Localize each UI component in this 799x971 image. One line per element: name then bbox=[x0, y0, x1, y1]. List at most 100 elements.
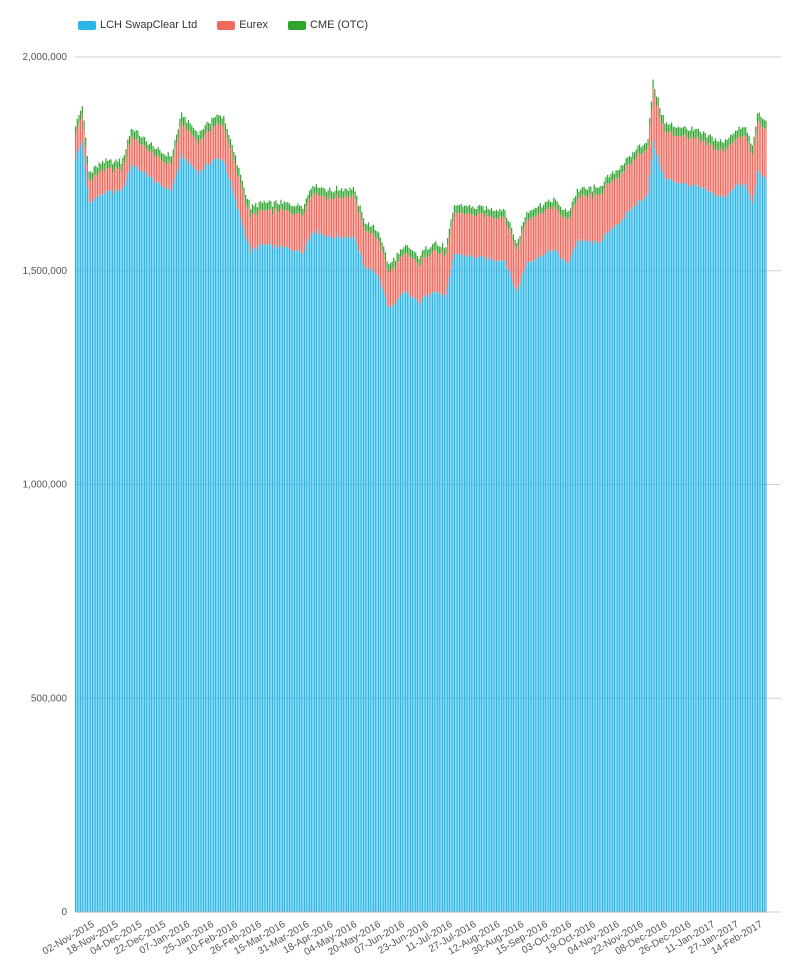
bar-lch[interactable] bbox=[201, 170, 203, 912]
bar-lch[interactable] bbox=[549, 251, 552, 913]
bar-cme[interactable] bbox=[625, 158, 627, 166]
bar-lch[interactable] bbox=[511, 278, 513, 912]
bar-lch[interactable] bbox=[482, 257, 484, 912]
bar-eurex[interactable] bbox=[475, 216, 477, 259]
bar-cme[interactable] bbox=[273, 201, 275, 210]
bar-cme[interactable] bbox=[426, 249, 429, 258]
bar-lch[interactable] bbox=[310, 234, 312, 912]
bar-cme[interactable] bbox=[741, 127, 743, 137]
bar-eurex[interactable] bbox=[570, 216, 572, 258]
bar-eurex[interactable] bbox=[724, 147, 727, 195]
bar-eurex[interactable] bbox=[605, 184, 607, 233]
bar-lch[interactable] bbox=[255, 246, 257, 913]
bar-lch[interactable] bbox=[430, 293, 432, 912]
bar-eurex[interactable] bbox=[420, 263, 422, 303]
bar-cme[interactable] bbox=[657, 97, 659, 106]
bar-eurex[interactable] bbox=[93, 175, 95, 199]
bar-lch[interactable] bbox=[453, 253, 456, 912]
bar-cme[interactable] bbox=[443, 248, 445, 257]
bar-lch[interactable] bbox=[253, 248, 255, 913]
bar-cme[interactable] bbox=[379, 237, 381, 245]
bar-lch[interactable] bbox=[760, 174, 762, 912]
bar-lch[interactable] bbox=[570, 257, 572, 912]
bar-lch[interactable] bbox=[266, 245, 269, 912]
bar-eurex[interactable] bbox=[270, 209, 272, 244]
bar-cme[interactable] bbox=[654, 89, 656, 98]
bar-lch[interactable] bbox=[120, 191, 122, 912]
bar-lch[interactable] bbox=[509, 271, 511, 913]
bar-lch[interactable] bbox=[423, 297, 425, 912]
bar-lch[interactable] bbox=[686, 184, 688, 913]
bar-lch[interactable] bbox=[447, 286, 449, 912]
bar-eurex[interactable] bbox=[763, 128, 765, 177]
bar-cme[interactable] bbox=[101, 160, 104, 170]
bar-eurex[interactable] bbox=[78, 123, 80, 149]
bar-cme[interactable] bbox=[711, 136, 713, 146]
bar-eurex[interactable] bbox=[135, 138, 137, 167]
bar-cme[interactable] bbox=[383, 246, 385, 254]
bar-lch[interactable] bbox=[122, 187, 124, 912]
bar-eurex[interactable] bbox=[191, 134, 193, 167]
bar-eurex[interactable] bbox=[728, 145, 730, 194]
bar-eurex[interactable] bbox=[697, 137, 700, 186]
bar-lch[interactable] bbox=[657, 155, 659, 912]
bar-eurex[interactable] bbox=[273, 209, 275, 245]
bar-eurex[interactable] bbox=[669, 132, 671, 179]
bar-cme[interactable] bbox=[189, 123, 191, 133]
bar-lch[interactable] bbox=[144, 171, 146, 912]
bar-lch[interactable] bbox=[174, 177, 176, 912]
bar-cme[interactable] bbox=[325, 192, 328, 201]
bar-cme[interactable] bbox=[319, 187, 321, 196]
bar-cme[interactable] bbox=[376, 231, 378, 239]
bar-cme[interactable] bbox=[485, 206, 488, 214]
bar-cme[interactable] bbox=[241, 180, 243, 190]
bar-lch[interactable] bbox=[731, 190, 733, 912]
legend-item-eurex[interactable]: Eurex bbox=[217, 19, 268, 31]
bar-cme[interactable] bbox=[588, 186, 590, 194]
bar-eurex[interactable] bbox=[468, 212, 471, 255]
bar-cme[interactable] bbox=[608, 177, 610, 185]
bar-lch[interactable] bbox=[399, 295, 402, 912]
bar-eurex[interactable] bbox=[236, 174, 238, 208]
bar-cme[interactable] bbox=[327, 190, 329, 199]
bar-lch[interactable] bbox=[694, 185, 696, 912]
bar-lch[interactable] bbox=[495, 260, 498, 913]
bar-lch[interactable] bbox=[499, 259, 501, 913]
bar-cme[interactable] bbox=[271, 206, 274, 215]
bar-cme[interactable] bbox=[470, 207, 472, 215]
bar-eurex[interactable] bbox=[659, 117, 661, 165]
bar-cme[interactable] bbox=[204, 125, 206, 135]
bar-cme[interactable] bbox=[100, 163, 102, 173]
bar-cme[interactable] bbox=[499, 209, 501, 217]
bar-lch[interactable] bbox=[256, 249, 259, 912]
bar-cme[interactable] bbox=[389, 262, 392, 271]
bar-lch[interactable] bbox=[394, 304, 397, 912]
bar-lch[interactable] bbox=[612, 226, 614, 912]
bar-eurex[interactable] bbox=[761, 126, 764, 178]
bar-cme[interactable] bbox=[704, 133, 706, 142]
bar-lch[interactable] bbox=[740, 186, 742, 912]
bar-lch[interactable] bbox=[564, 260, 567, 912]
bar-eurex[interactable] bbox=[435, 249, 437, 292]
bar-eurex[interactable] bbox=[401, 257, 403, 294]
bar-lch[interactable] bbox=[617, 224, 619, 912]
bar-lch[interactable] bbox=[401, 293, 403, 913]
bar-cme[interactable] bbox=[618, 169, 621, 178]
bar-lch[interactable] bbox=[228, 178, 230, 912]
bar-cme[interactable] bbox=[507, 220, 509, 229]
bar-cme[interactable] bbox=[561, 209, 563, 217]
bar-eurex[interactable] bbox=[341, 196, 343, 237]
bar-lch[interactable] bbox=[591, 244, 594, 912]
bar-eurex[interactable] bbox=[713, 150, 715, 196]
bar-cme[interactable] bbox=[152, 145, 154, 154]
bar-cme[interactable] bbox=[512, 234, 514, 241]
bar-lch[interactable] bbox=[580, 240, 582, 912]
bar-eurex[interactable] bbox=[630, 164, 632, 211]
bar-lch[interactable] bbox=[329, 234, 331, 912]
bar-cme[interactable] bbox=[758, 112, 760, 122]
bar-lch[interactable] bbox=[554, 249, 557, 912]
bar-lch[interactable] bbox=[735, 184, 737, 912]
bar-cme[interactable] bbox=[652, 79, 654, 88]
bar-cme[interactable] bbox=[179, 118, 181, 128]
bar-lch[interactable] bbox=[91, 202, 94, 912]
